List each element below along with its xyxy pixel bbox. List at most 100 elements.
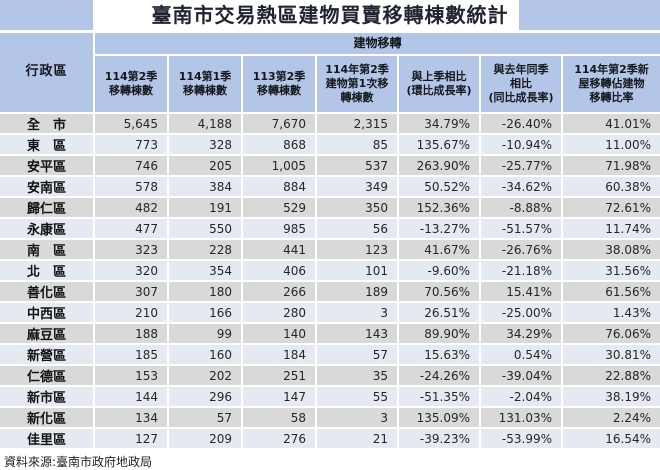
- value-cell: 276: [243, 429, 315, 448]
- value-cell: 228: [169, 240, 241, 259]
- district-cell: 新營區: [0, 345, 93, 364]
- value-cell: 307: [95, 282, 167, 301]
- value-cell: 143: [317, 324, 397, 343]
- value-cell: 15.63%: [399, 345, 479, 364]
- value-cell: -26.76%: [481, 240, 561, 259]
- value-cell: 188: [95, 324, 167, 343]
- value-cell: 251: [243, 366, 315, 385]
- value-cell: 61.56%: [563, 282, 660, 301]
- value-cell: 323: [95, 240, 167, 259]
- value-cell: 134: [95, 408, 167, 427]
- value-cell: 57: [169, 408, 241, 427]
- value-cell: 884: [243, 177, 315, 196]
- value-cell: -25.00%: [481, 303, 561, 322]
- value-cell: 56: [317, 219, 397, 238]
- value-cell: 72.61%: [563, 198, 660, 217]
- value-cell: 868: [243, 135, 315, 154]
- value-cell: 147: [243, 387, 315, 406]
- column-header-district: 行政區: [0, 33, 93, 112]
- value-cell: 1.43%: [563, 303, 660, 322]
- value-cell: 477: [95, 219, 167, 238]
- value-cell: 7,670: [243, 114, 315, 133]
- value-cell: 101: [317, 261, 397, 280]
- value-cell: 131.03%: [481, 408, 561, 427]
- value-cell: -8.88%: [481, 198, 561, 217]
- value-cell: 127: [95, 429, 167, 448]
- page-title: 臺南市交易熱區建物買賣移轉棟數統計: [151, 3, 509, 27]
- value-cell: -2.04%: [481, 387, 561, 406]
- district-cell: 中西區: [0, 303, 93, 322]
- value-cell: 41.01%: [563, 114, 660, 133]
- value-cell: 160: [169, 345, 241, 364]
- value-cell: 11.74%: [563, 219, 660, 238]
- value-cell: 135.67%: [399, 135, 479, 154]
- district-cell: 南 區: [0, 240, 93, 259]
- title-bar: 臺南市交易熱區建物買賣移轉棟數統計: [0, 0, 660, 30]
- value-cell: 30.81%: [563, 345, 660, 364]
- value-cell: 185: [95, 345, 167, 364]
- value-cell: -34.62%: [481, 177, 561, 196]
- value-cell: 99: [169, 324, 241, 343]
- column-group-header-building-transfer: 建物移轉: [95, 33, 660, 54]
- district-cell: 麻豆區: [0, 324, 93, 343]
- district-cell: 東 區: [0, 135, 93, 154]
- district-cell: 仁德區: [0, 366, 93, 385]
- value-cell: 26.51%: [399, 303, 479, 322]
- value-cell: -9.60%: [399, 261, 479, 280]
- value-cell: 123: [317, 240, 397, 259]
- value-cell: -26.40%: [481, 114, 561, 133]
- column-header-114q1-transfers: 114第1季 移轉棟數: [169, 56, 241, 112]
- value-cell: 210: [95, 303, 167, 322]
- title-left-spacer: [0, 0, 93, 30]
- value-cell: 11.00%: [563, 135, 660, 154]
- value-cell: 2,315: [317, 114, 397, 133]
- value-cell: 140: [243, 324, 315, 343]
- value-cell: -39.04%: [481, 366, 561, 385]
- title-right-spacer: [519, 0, 660, 30]
- value-cell: 70.56%: [399, 282, 479, 301]
- value-cell: 31.56%: [563, 261, 660, 280]
- value-cell: 4,188: [169, 114, 241, 133]
- value-cell: 482: [95, 198, 167, 217]
- value-cell: 58: [243, 408, 315, 427]
- value-cell: 2.24%: [563, 408, 660, 427]
- value-cell: 21: [317, 429, 397, 448]
- column-header-113q2-transfers: 113第2季 移轉棟數: [243, 56, 315, 112]
- value-cell: 71.98%: [563, 156, 660, 175]
- value-cell: 34.79%: [399, 114, 479, 133]
- value-cell: -51.35%: [399, 387, 479, 406]
- value-cell: 22.88%: [563, 366, 660, 385]
- value-cell: 180: [169, 282, 241, 301]
- value-cell: 38.08%: [563, 240, 660, 259]
- district-cell: 佳里區: [0, 429, 93, 448]
- value-cell: 85: [317, 135, 397, 154]
- value-cell: 16.54%: [563, 429, 660, 448]
- column-header-114q2-transfers: 114第2季 移轉棟數: [95, 56, 167, 112]
- value-cell: -39.23%: [399, 429, 479, 448]
- value-cell: 280: [243, 303, 315, 322]
- district-cell: 安南區: [0, 177, 93, 196]
- value-cell: 57: [317, 345, 397, 364]
- value-cell: 263.90%: [399, 156, 479, 175]
- value-cell: 5,645: [95, 114, 167, 133]
- value-cell: 152.36%: [399, 198, 479, 217]
- value-cell: 89.90%: [399, 324, 479, 343]
- value-cell: 354: [169, 261, 241, 280]
- value-cell: 320: [95, 261, 167, 280]
- column-header-yoy-growth: 與去年同季 相比 (同比成長率): [481, 56, 561, 112]
- value-cell: -24.26%: [399, 366, 479, 385]
- column-header-qoq-growth: 與上季相比 (環比成長率): [399, 56, 479, 112]
- value-cell: 135.09%: [399, 408, 479, 427]
- value-cell: 3: [317, 408, 397, 427]
- value-cell: 209: [169, 429, 241, 448]
- column-header-new-house-ratio: 114年第2季新 屋移轉佔建物 移轉比率: [563, 56, 660, 112]
- value-cell: 60.38%: [563, 177, 660, 196]
- value-cell: 38.19%: [563, 387, 660, 406]
- value-cell: 3: [317, 303, 397, 322]
- value-cell: 34.29%: [481, 324, 561, 343]
- value-cell: -13.27%: [399, 219, 479, 238]
- title-background-box: [95, 0, 517, 30]
- value-cell: 50.52%: [399, 177, 479, 196]
- value-cell: -53.99%: [481, 429, 561, 448]
- value-cell: 166: [169, 303, 241, 322]
